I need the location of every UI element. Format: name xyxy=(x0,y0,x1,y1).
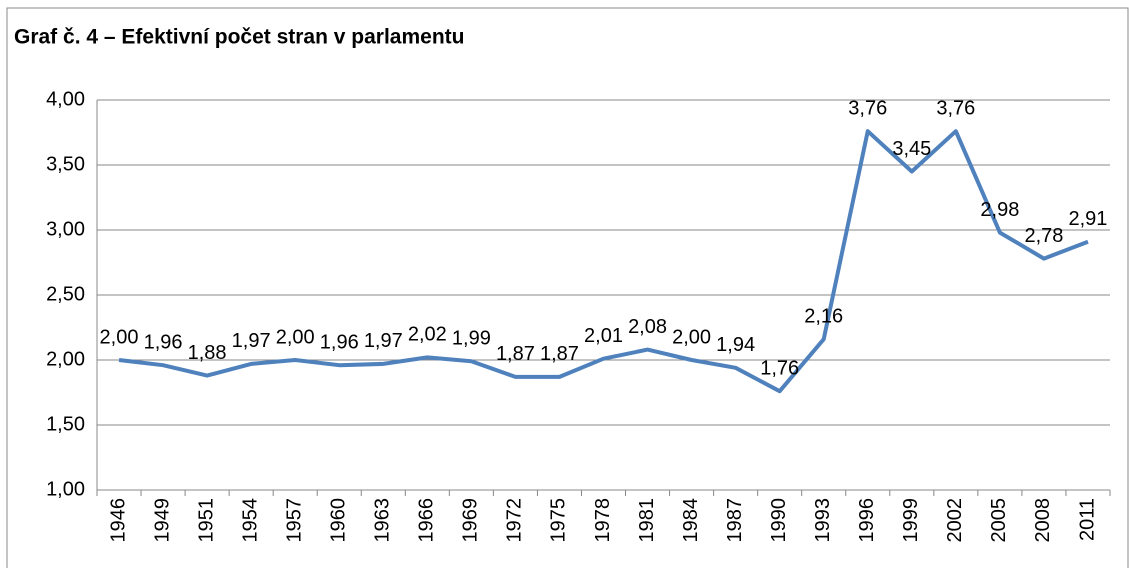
data-label: 2,08 xyxy=(628,316,667,338)
x-tick-label: 1972 xyxy=(504,498,526,543)
x-tick-label: 1954 xyxy=(239,498,261,543)
data-label: 2,78 xyxy=(1024,225,1063,247)
x-tick-label: 1978 xyxy=(592,498,614,543)
x-tick-label: 1963 xyxy=(372,498,394,543)
data-label: 1,88 xyxy=(188,342,227,364)
data-label: 3,76 xyxy=(936,97,975,119)
y-tick-label: 2,50 xyxy=(46,283,85,305)
x-tick-label: 1975 xyxy=(548,498,570,543)
data-label: 2,00 xyxy=(100,326,139,348)
chart-title: Graf č. 4 – Efektivní počet stran v parl… xyxy=(14,26,465,49)
x-tick-label: 1949 xyxy=(151,498,173,543)
data-label: 1,87 xyxy=(540,343,579,365)
data-label: 2,00 xyxy=(276,326,315,348)
data-label: 2,01 xyxy=(584,325,623,347)
data-label: 2,16 xyxy=(804,305,843,327)
x-tick-label: 2008 xyxy=(1032,498,1054,543)
data-label: 1,87 xyxy=(496,343,535,365)
x-tick-label: 1960 xyxy=(328,498,350,543)
data-label: 3,76 xyxy=(848,97,887,119)
chart-frame xyxy=(6,7,1129,568)
x-tick-label: 1999 xyxy=(900,498,922,543)
data-label: 1,99 xyxy=(452,328,491,350)
data-label: 2,98 xyxy=(980,199,1019,221)
data-label: 2,02 xyxy=(408,324,447,346)
x-tick-label: 1981 xyxy=(636,498,658,543)
y-tick-label: 1,00 xyxy=(46,478,85,500)
x-tick-label: 2011 xyxy=(1076,498,1098,541)
data-label: 3,45 xyxy=(892,138,931,160)
x-tick-label: 2005 xyxy=(988,498,1010,543)
x-tick-label: 1957 xyxy=(283,498,305,543)
x-tick-label: 1987 xyxy=(724,498,746,543)
y-tick-label: 3,00 xyxy=(46,218,85,240)
data-label: 1,76 xyxy=(760,357,799,379)
x-tick-label: 1984 xyxy=(680,498,702,543)
data-label: 1,97 xyxy=(364,330,403,352)
data-label: 2,91 xyxy=(1069,208,1108,230)
x-tick-label: 1969 xyxy=(460,498,482,543)
x-tick-label: 1951 xyxy=(195,498,217,543)
data-label: 2,00 xyxy=(672,326,711,348)
y-tick-label: 4,00 xyxy=(46,88,85,110)
x-tick-label: 1996 xyxy=(856,498,878,543)
data-label: 1,96 xyxy=(320,331,359,353)
data-label: 1,96 xyxy=(144,331,183,353)
y-tick-label: 3,50 xyxy=(46,153,85,175)
x-tick-label: 2002 xyxy=(944,498,966,543)
data-label: 1,97 xyxy=(232,330,271,352)
data-label: 1,94 xyxy=(716,334,755,356)
y-tick-label: 1,50 xyxy=(46,413,85,435)
x-tick-label: 1946 xyxy=(107,498,129,543)
x-tick-label: 1993 xyxy=(812,498,834,543)
x-tick-label: 1966 xyxy=(416,498,438,543)
data-line xyxy=(118,129,1089,394)
x-tick-label: 1990 xyxy=(768,498,790,543)
y-tick-label: 2,00 xyxy=(46,348,85,370)
